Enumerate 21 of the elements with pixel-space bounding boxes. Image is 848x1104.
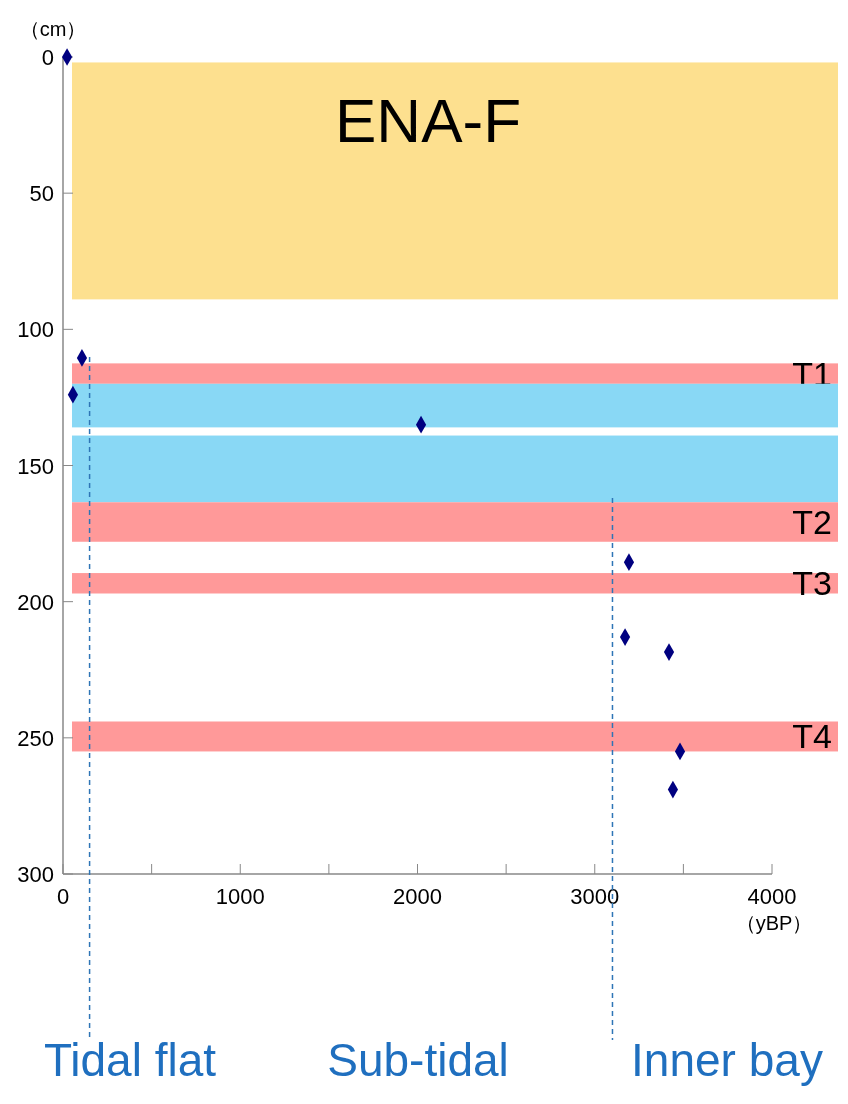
x-tick-label: 4000 [747,884,797,909]
y-tick-label: 0 [41,45,54,70]
text: Inner bay [631,1034,823,1086]
y-tick-label: 200 [17,589,54,615]
y-tick-label: 150 [17,453,54,479]
text: Tidal flat [43,1034,217,1086]
x-tick-label: 1000 [215,884,265,909]
y-tick-label: 250 [17,725,54,751]
x-axis-title: （yBP） [735,912,813,934]
y-tick-label: 300 [17,862,54,887]
x-tick-label: 3000 [570,884,620,909]
band-label: T3 [792,564,832,603]
x-tick-label: 0 [56,884,70,909]
x-tick-label: 2000 [393,884,442,909]
y-tick-label: 100 [17,317,54,343]
band-label: T4 [792,717,832,756]
text: Sub-tidal [327,1034,509,1086]
y-tick-label: 50 [29,181,54,207]
y-axis-title: （cm） [19,18,87,40]
band-label: T2 [792,503,832,542]
band-label: ENA-F [335,86,521,156]
